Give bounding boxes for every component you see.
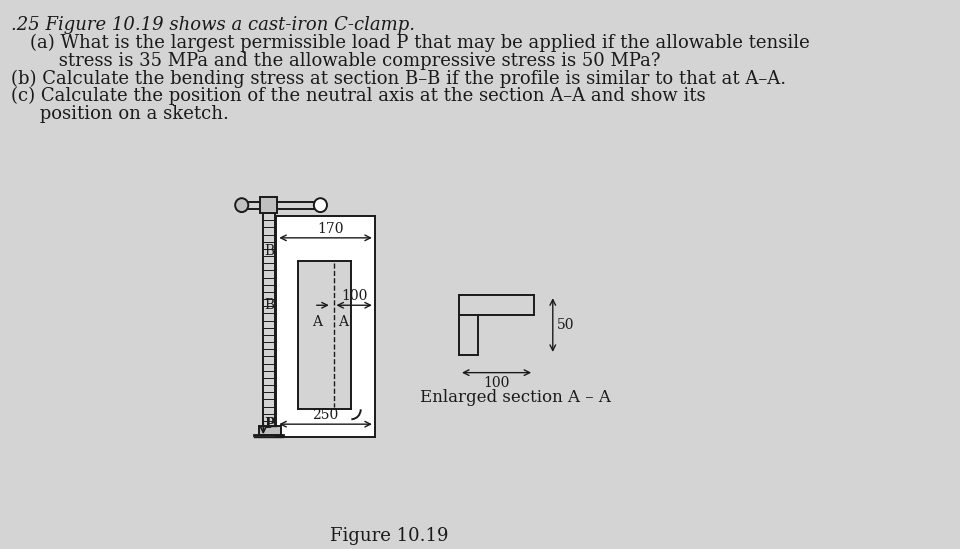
Text: stress is 35 MPa and the allowable compressive stress is 50 MPa?: stress is 35 MPa and the allowable compr… [30, 52, 660, 70]
Text: (b) Calculate the bending stress at section B–B if the profile is similar to tha: (b) Calculate the bending stress at sect… [12, 69, 786, 88]
Bar [298, 261, 351, 410]
Text: 170: 170 [317, 222, 344, 236]
Text: Figure 10.19: Figure 10.19 [329, 527, 448, 545]
Text: 100: 100 [484, 376, 510, 390]
Text: (c) Calculate the position of the neutral axis at the section A–A and show its: (c) Calculate the position of the neutra… [12, 87, 706, 105]
Text: B: B [264, 244, 275, 257]
Text: 100: 100 [341, 289, 368, 303]
Circle shape [314, 198, 327, 212]
Text: Enlarged section A – A: Enlarged section A – A [420, 389, 611, 406]
Text: A: A [338, 315, 348, 329]
Text: 50: 50 [557, 318, 574, 332]
Text: .25 Figure 10.19 shows a cast-iron C-clamp.: .25 Figure 10.19 shows a cast-iron C-cla… [12, 16, 416, 34]
Bar [260, 197, 277, 213]
Text: A: A [312, 315, 322, 329]
Text: (a) What is the largest permissible load P that may be applied if the allowable : (a) What is the largest permissible load… [30, 33, 809, 52]
Bar [258, 426, 281, 435]
Text: P: P [264, 417, 275, 431]
Text: 250: 250 [312, 408, 339, 422]
Circle shape [235, 198, 249, 212]
Text: position on a sketch.: position on a sketch. [12, 105, 229, 123]
Text: B: B [264, 298, 275, 312]
Bar [276, 216, 374, 437]
